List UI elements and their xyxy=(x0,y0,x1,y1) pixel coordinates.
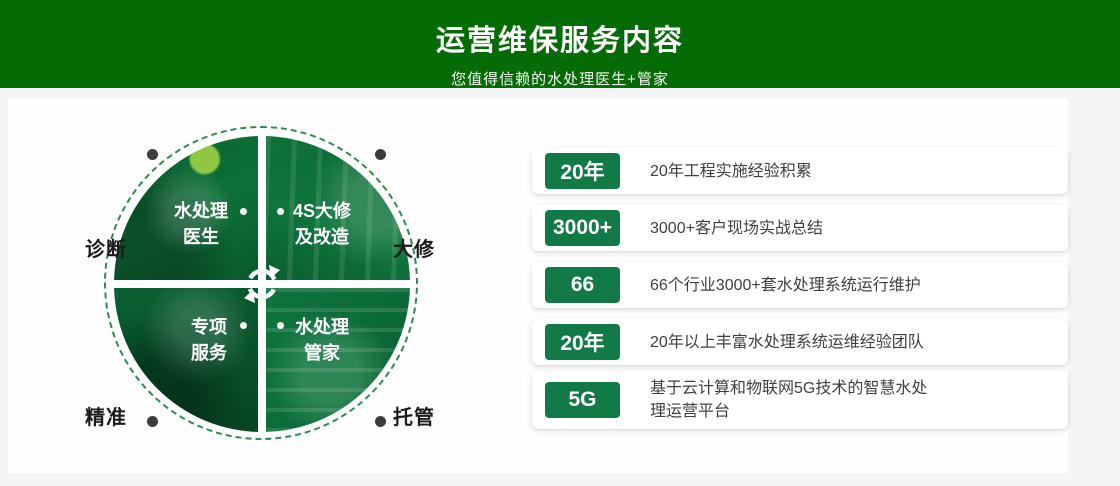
stat-text: 基于云计算和物联网5G技术的智慧水处 理运营平台 xyxy=(650,380,928,420)
service-wheel: 水处理 医生 4S大修 及改造 专项 服务 水处理 管家 xyxy=(114,136,410,432)
bullet-dot xyxy=(277,322,284,329)
dashed-ring xyxy=(104,126,418,440)
corner-label-trusteeship: 托管 xyxy=(393,407,435,429)
stat-card: 20年 20年以上丰富水处理系统运维经验团队 xyxy=(532,319,1068,365)
stat-text: 20年工程实施经验积累 xyxy=(650,162,812,180)
bullet-dot xyxy=(277,208,284,215)
bullet-dot xyxy=(240,322,247,329)
quadrant-label-line: 4S大修 xyxy=(292,201,352,221)
stat-badge: 20年 xyxy=(545,324,620,360)
quadrant-photo-4s-overhaul xyxy=(266,136,410,280)
quadrant-label-line: 水处理 xyxy=(295,317,349,337)
cycle-crosshair-icon xyxy=(239,261,285,307)
stat-badge: 3000+ xyxy=(545,210,620,246)
section-header: 运营维保服务内容 您值得信赖的水处理医生+管家 xyxy=(0,0,1120,88)
bullet-dot xyxy=(375,149,386,160)
corner-label-diagnosis: 诊断 xyxy=(85,239,127,261)
quadrant-label-line: 管家 xyxy=(304,343,340,363)
stat-badge: 5G xyxy=(545,382,620,418)
quadrant-photo-water-doctor xyxy=(114,136,258,280)
quadrant-label-line: 专项 xyxy=(191,317,227,337)
corner-label-overhaul: 大修 xyxy=(393,239,435,261)
content-panel: 水处理 医生 4S大修 及改造 专项 服务 水处理 管家 xyxy=(8,98,1068,473)
stat-card: 20年 20年工程实施经验积累 xyxy=(532,148,1068,194)
stat-badge: 66 xyxy=(545,267,620,303)
stat-card: 5G 基于云计算和物联网5G技术的智慧水处 理运营平台 xyxy=(532,371,1068,429)
page-subtitle: 您值得信赖的水处理医生+管家 xyxy=(451,71,669,88)
page-title: 运营维保服务内容 xyxy=(435,25,684,57)
quadrant-photo-water-steward xyxy=(266,288,410,432)
bullet-dot xyxy=(147,149,158,160)
quadrant-label-line: 水处理 xyxy=(174,201,228,221)
quadrant-label-line: 及改造 xyxy=(295,227,349,247)
quadrant-label-4s-overhaul: 4S大修 及改造 xyxy=(256,198,388,250)
bullet-dot xyxy=(147,416,158,427)
quadrant-label-water-doctor: 水处理 医生 xyxy=(136,198,266,250)
stat-text: 20年以上丰富水处理系统运维经验团队 xyxy=(650,333,924,351)
quadrant-label-special-service: 专项 服务 xyxy=(144,314,274,366)
quadrant-label-water-steward: 水处理 管家 xyxy=(256,314,388,366)
corner-label-precision: 精准 xyxy=(85,407,127,429)
stat-text: 66个行业3000+套水处理系统运行维护 xyxy=(650,276,921,294)
stat-badge: 20年 xyxy=(545,153,620,189)
stat-card: 66 66个行业3000+套水处理系统运行维护 xyxy=(532,262,1068,308)
quadrant-photo-special-service xyxy=(114,288,258,432)
bullet-dot xyxy=(240,208,247,215)
stat-text: 3000+客户现场实战总结 xyxy=(650,219,823,237)
stat-card: 3000+ 3000+客户现场实战总结 xyxy=(532,205,1068,251)
bullet-dot xyxy=(375,416,386,427)
quadrant-label-line: 服务 xyxy=(191,343,227,363)
quadrant-label-line: 医生 xyxy=(183,227,219,247)
